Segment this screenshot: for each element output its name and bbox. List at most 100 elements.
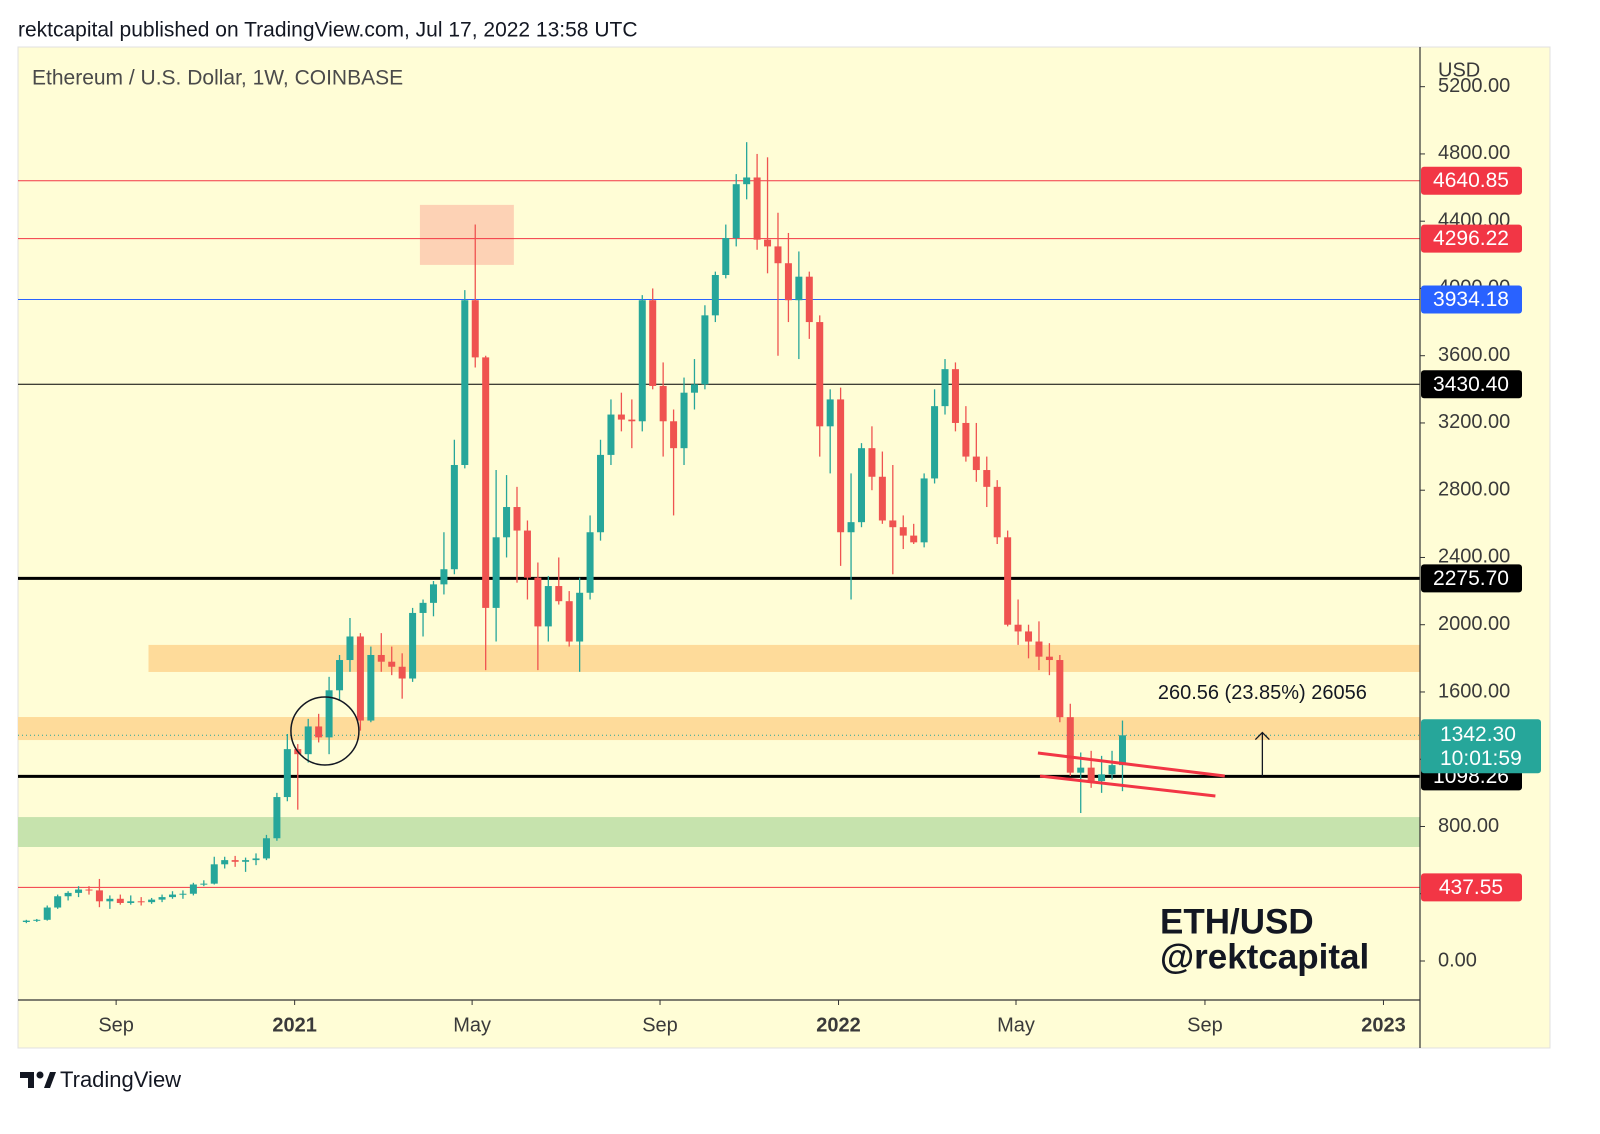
candle-body — [878, 476, 886, 521]
candle-body — [179, 893, 187, 895]
trendline — [1039, 774, 1216, 798]
candle-body — [1108, 765, 1116, 775]
y-tick-label: 5200.00 — [1438, 75, 1510, 97]
candle-body — [941, 369, 949, 407]
candle-body — [377, 654, 385, 662]
candle-body — [315, 726, 323, 738]
level-tag — [1421, 285, 1522, 314]
logo — [20, 1071, 56, 1088]
candle-body — [628, 419, 636, 422]
level-tag — [1421, 873, 1522, 902]
candle-body — [127, 901, 135, 903]
candle-body — [889, 520, 897, 528]
candle-body — [367, 654, 375, 721]
x-tick-label: Sep — [98, 1014, 134, 1036]
y-tick-label: 1600.00 — [1438, 680, 1510, 702]
candle-body — [597, 454, 605, 533]
candle-body — [419, 602, 427, 613]
x-tick-label: 2021 — [272, 1014, 317, 1036]
candle-body — [513, 507, 521, 531]
candle-body — [993, 486, 1001, 538]
level-tag-label: 437.55 — [1439, 876, 1503, 899]
candle-body — [649, 300, 657, 386]
level-tag-label: 4640.85 — [1433, 169, 1509, 192]
logo-dot — [36, 1071, 44, 1079]
candle-body — [847, 522, 855, 533]
candle-body — [95, 890, 103, 902]
candle-body — [325, 690, 333, 738]
candle-body — [503, 507, 511, 538]
zone — [18, 817, 1420, 847]
candle-body — [555, 586, 563, 602]
candle-body — [868, 448, 876, 477]
candle-body — [409, 612, 417, 679]
candle-body — [1056, 660, 1064, 718]
logo-mark — [20, 1072, 34, 1088]
candle-body — [1087, 767, 1095, 782]
price-tag-label: 1342.30 — [1440, 723, 1516, 746]
candle-body — [857, 448, 865, 523]
candle-body — [962, 422, 970, 457]
candle-body — [356, 636, 364, 721]
candle-body — [1045, 656, 1053, 661]
currency: USD — [1438, 59, 1480, 81]
candle-body — [106, 898, 114, 902]
candle-body — [461, 300, 469, 465]
candle-body — [200, 883, 208, 885]
candle-body — [732, 184, 740, 239]
candle-body — [670, 421, 678, 449]
candle-body — [85, 889, 93, 891]
y-tick-label: 2800.00 — [1438, 478, 1510, 500]
zone — [419, 204, 514, 265]
candle-body — [482, 357, 490, 608]
logo-mark — [44, 1072, 56, 1088]
x-tick-label: May — [997, 1014, 1035, 1036]
watermark: @rektcapital — [1160, 937, 1369, 976]
candle-body — [450, 464, 458, 570]
candle-body — [565, 601, 573, 642]
x-tick-label: 2023 — [1361, 1014, 1406, 1036]
y-tick-label: 0.00 — [1438, 949, 1477, 971]
candle-body — [242, 860, 250, 862]
candle-body — [826, 399, 834, 427]
candle-body — [722, 238, 730, 275]
candle-body — [252, 858, 260, 861]
x-tick-label: Sep — [1187, 1014, 1223, 1036]
plot-background — [17, 46, 1551, 1049]
level-tag-label: 2275.70 — [1433, 567, 1509, 590]
candle-body — [743, 177, 751, 185]
x-tick-label: May — [453, 1014, 491, 1036]
candle-body — [753, 177, 761, 240]
y-tick-label: 3200.00 — [1438, 411, 1510, 433]
candle-body — [22, 920, 30, 922]
level-tag — [1421, 370, 1522, 399]
candle-body — [189, 884, 197, 894]
level-tag — [1421, 224, 1522, 253]
candle-body — [1014, 624, 1022, 632]
candle-body — [607, 414, 615, 455]
candle-body — [336, 660, 344, 691]
highlight-circle — [290, 696, 360, 766]
zone — [18, 717, 1420, 741]
x-tick-label: 2022 — [816, 1014, 861, 1036]
candle-body — [33, 919, 41, 921]
candle-body — [951, 369, 959, 423]
level-tag-label: 4296.22 — [1433, 227, 1509, 250]
candle-body — [638, 300, 646, 422]
candle-body — [210, 864, 218, 884]
candle-body — [1004, 537, 1012, 625]
candle-body — [1118, 735, 1126, 766]
candle-body — [54, 896, 62, 908]
candle-body — [273, 797, 281, 839]
y-tick-label: 3600.00 — [1438, 344, 1510, 366]
candle-body — [774, 246, 782, 264]
y-tick-label: 4800.00 — [1438, 142, 1510, 164]
candle-body — [690, 384, 698, 393]
measure-label: 260.56 (23.85%) 26056 — [1158, 682, 1367, 704]
candle-body — [1077, 767, 1085, 773]
candle-body — [680, 392, 688, 449]
candle-body — [795, 276, 803, 301]
candle-body — [346, 636, 354, 661]
candle-body — [534, 577, 542, 627]
candle-body — [64, 892, 72, 897]
